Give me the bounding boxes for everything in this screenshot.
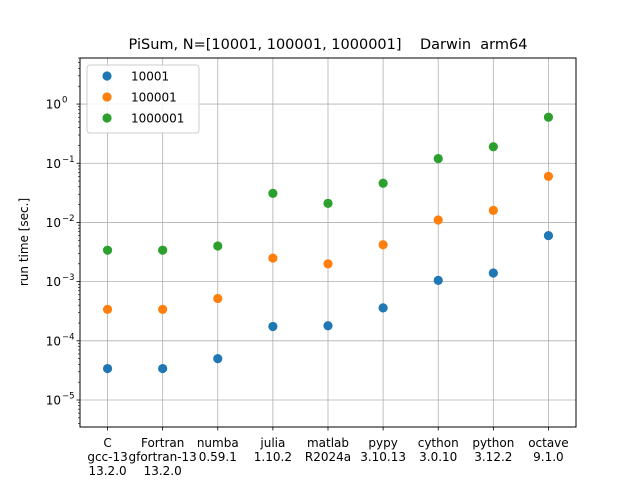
y-axis-label: run time [sec.] — [17, 198, 31, 286]
y-tick-exponent: −1 — [62, 155, 75, 165]
x-tick-label: 3.0.10 — [419, 450, 457, 464]
x-tick-label: Fortran — [141, 436, 184, 450]
data-point-1000001 — [158, 245, 168, 255]
data-point-100001 — [268, 253, 278, 263]
data-point-10001 — [102, 363, 113, 374]
y-tick-label: 10 — [46, 216, 61, 230]
data-point-1000001 — [213, 241, 223, 251]
x-tick-label: R2024a — [305, 450, 351, 464]
x-tick-label: julia — [259, 436, 285, 450]
data-point-1000001 — [323, 198, 333, 208]
y-tick-exponent: −4 — [62, 332, 75, 342]
data-point-1000001 — [433, 153, 443, 164]
data-point-10001 — [323, 321, 333, 331]
x-tick-label: 9.1.0 — [533, 450, 564, 464]
x-tick-label: 0.59.1 — [199, 450, 237, 464]
data-point-10001 — [543, 230, 554, 241]
legend-marker — [102, 92, 112, 102]
data-point-100001 — [378, 240, 388, 250]
x-tick-label: 3.12.2 — [474, 450, 512, 464]
y-tick-label: 10 — [46, 157, 61, 171]
data-point-100001 — [433, 215, 443, 225]
x-tick-label: gcc-13 — [87, 450, 127, 464]
data-point-10001 — [433, 275, 443, 285]
y-tick-label: 10 — [46, 334, 61, 348]
legend-box — [86, 64, 200, 134]
y-tick-exponent: −5 — [62, 392, 75, 402]
legend-marker — [102, 71, 112, 81]
legend-label: 100001 — [131, 91, 177, 105]
data-point-100001 — [488, 205, 498, 215]
data-point-1000001 — [378, 178, 388, 188]
data-point-1000001 — [543, 112, 554, 122]
legend: 10001 100001 1000001 — [86, 64, 200, 134]
x-tick-label: pypy — [368, 436, 397, 450]
x-tick-label: cython — [418, 436, 459, 450]
y-tick-label: 10 — [46, 394, 61, 408]
x-tick-label: 3.10.13 — [360, 450, 406, 464]
data-point-10001 — [158, 363, 168, 374]
data-point-10001 — [268, 321, 278, 332]
data-point-100001 — [323, 259, 333, 269]
data-point-100001 — [102, 304, 113, 314]
data-point-1000001 — [268, 188, 278, 198]
y-tick-exponent: −2 — [62, 214, 75, 224]
data-point-10001 — [213, 354, 223, 364]
x-tick-label: numba — [197, 436, 239, 450]
legend-label: 10001 — [131, 70, 169, 84]
x-tick-label: python — [472, 436, 514, 450]
x-tick-label: 1.10.2 — [254, 450, 292, 464]
x-axis: Cgcc-1313.2.0Fortrangfortran-1313.2.0num… — [87, 427, 569, 478]
x-tick-label: gfortran-13 — [129, 450, 197, 464]
x-tick-label: matlab — [307, 436, 349, 450]
x-tick-label: octave — [528, 436, 568, 450]
x-tick-label: 13.2.0 — [88, 464, 126, 478]
y-tick-exponent: 0 — [62, 96, 67, 106]
y-tick-label: 10 — [46, 98, 61, 112]
data-point-1000001 — [102, 245, 113, 255]
data-point-100001 — [158, 304, 168, 314]
data-point-1000001 — [488, 142, 498, 152]
data-points — [102, 112, 554, 374]
chart-title: PiSum, N=[10001, 100001, 1000001] Darwin… — [129, 37, 528, 53]
data-point-100001 — [213, 293, 223, 304]
legend-marker — [102, 113, 112, 123]
x-tick-label: 13.2.0 — [144, 464, 182, 478]
data-point-10001 — [378, 303, 388, 313]
legend-label: 1000001 — [131, 112, 184, 126]
data-point-100001 — [543, 171, 554, 181]
y-tick-label: 10 — [46, 275, 61, 289]
x-tick-label: C — [103, 436, 111, 450]
y-tick-exponent: −3 — [62, 273, 75, 283]
data-point-10001 — [488, 268, 498, 278]
